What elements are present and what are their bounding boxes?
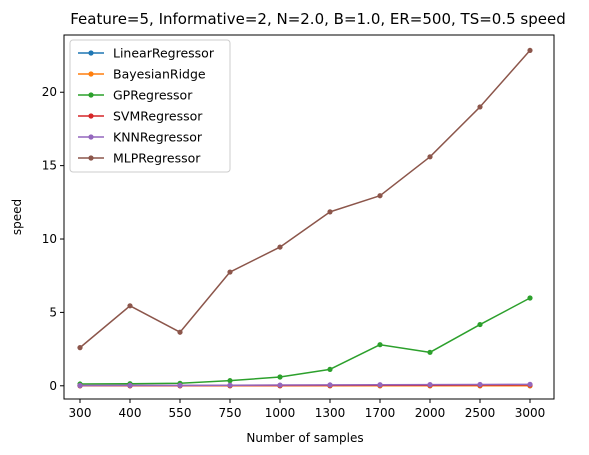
x-tick-label: 550 bbox=[169, 406, 192, 420]
legend-label: KNNRegressor bbox=[113, 130, 203, 145]
data-point bbox=[527, 47, 533, 54]
data-point bbox=[477, 381, 483, 388]
data-point bbox=[327, 382, 333, 388]
data-point bbox=[427, 382, 433, 388]
data-point bbox=[127, 303, 133, 309]
legend-swatch-marker bbox=[88, 155, 94, 161]
series-gpregressor bbox=[77, 295, 533, 387]
legend-item: LinearRegressor bbox=[78, 46, 215, 61]
data-point bbox=[377, 193, 383, 199]
y-tick-label: 15 bbox=[42, 159, 57, 173]
series-line bbox=[79, 297, 531, 385]
data-point bbox=[477, 104, 483, 110]
data-point bbox=[77, 382, 83, 389]
y-tick-label: 5 bbox=[49, 305, 57, 319]
x-axis-label: Number of samples bbox=[246, 431, 363, 445]
legend-label: MLPRegressor bbox=[113, 151, 201, 166]
y-tick-label: 20 bbox=[42, 85, 57, 99]
legend-item: BayesianRidge bbox=[78, 67, 206, 82]
legend-box bbox=[69, 39, 231, 173]
x-tick-label: 1700 bbox=[365, 406, 396, 420]
chart-title: Feature=5, Informative=2, N=2.0, B=1.0, … bbox=[70, 10, 565, 28]
legend-item: SVMRegressor bbox=[78, 109, 203, 124]
data-point bbox=[327, 366, 333, 372]
data-point bbox=[277, 374, 283, 380]
legend-label: GPRegressor bbox=[113, 88, 193, 103]
legend: LinearRegressor BayesianRidge GPRegressor S… bbox=[69, 39, 231, 173]
data-point bbox=[227, 378, 233, 384]
data-point bbox=[177, 329, 183, 335]
data-point bbox=[77, 345, 83, 351]
legend-item: MLPRegressor bbox=[78, 151, 201, 166]
data-point bbox=[527, 295, 533, 301]
data-point bbox=[227, 269, 233, 275]
y-axis-label: speed bbox=[10, 199, 24, 235]
data-point bbox=[277, 382, 283, 388]
x-tick-label: 3000 bbox=[515, 406, 546, 420]
data-point bbox=[427, 349, 433, 355]
data-point bbox=[227, 382, 233, 388]
data-point bbox=[427, 154, 433, 160]
series-knnregressor bbox=[77, 381, 533, 389]
x-tick-label: 2500 bbox=[465, 406, 496, 420]
data-point bbox=[277, 244, 283, 250]
x-tick-label: 2000 bbox=[415, 406, 446, 420]
data-point bbox=[527, 381, 533, 387]
x-tick-label: 1000 bbox=[265, 406, 296, 420]
data-point bbox=[127, 382, 133, 388]
plot-frame bbox=[63, 34, 555, 400]
legend-swatch-marker bbox=[88, 71, 94, 77]
legend-item: KNNRegressor bbox=[78, 130, 203, 145]
legend-swatch-marker bbox=[88, 92, 94, 98]
data-point bbox=[177, 382, 183, 388]
legend-swatch-marker bbox=[88, 113, 94, 119]
series-line bbox=[79, 383, 531, 387]
y-tick-label: 0 bbox=[49, 379, 57, 393]
legend-swatch-marker bbox=[88, 134, 94, 140]
legend-label: SVMRegressor bbox=[113, 109, 203, 124]
legend-label: LinearRegressor bbox=[113, 46, 215, 61]
x-tick-label: 400 bbox=[119, 406, 142, 420]
x-tick-label: 750 bbox=[219, 406, 242, 420]
series-line bbox=[79, 49, 531, 349]
x-tick-label: 1300 bbox=[315, 406, 346, 420]
y-tick-label: 10 bbox=[42, 232, 57, 246]
legend-label: BayesianRidge bbox=[113, 67, 206, 82]
legend-swatch-marker bbox=[88, 50, 94, 56]
y-axis: 0 5 10 15 20 bbox=[42, 85, 64, 393]
data-point bbox=[377, 382, 383, 388]
plot-layer bbox=[77, 47, 533, 389]
data-point bbox=[377, 342, 383, 348]
x-tick-label: 300 bbox=[69, 406, 92, 420]
data-point bbox=[477, 321, 483, 328]
data-point bbox=[327, 209, 333, 215]
series-mlpregressor bbox=[77, 47, 533, 351]
legend-item: GPRegressor bbox=[78, 88, 193, 103]
x-axis: 300 400 550 750 1000 1300 1700 2000 2500 3000 bbox=[69, 399, 546, 420]
